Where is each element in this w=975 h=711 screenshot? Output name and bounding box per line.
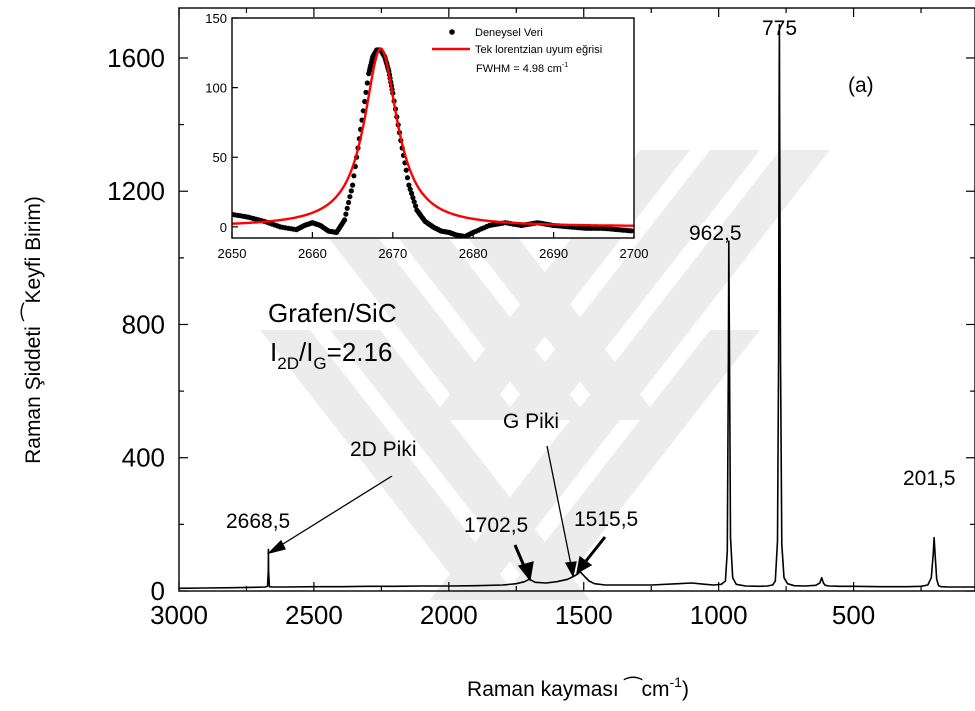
peak-label-201: 201,5: [903, 467, 956, 490]
inset-y-tick-label: 100: [205, 81, 227, 96]
arrow-1702-head: [517, 561, 534, 582]
inset-data-point: [342, 217, 348, 223]
x-tick-label: 1500: [555, 600, 613, 630]
inset-data-point: [404, 175, 411, 181]
x-axis-label: Raman kayması ⁀cm-1): [467, 674, 689, 701]
inset-data-point: [362, 98, 368, 105]
legend-marker-experimental: [449, 29, 455, 35]
inset-y-tick-label: 50: [213, 150, 227, 165]
arrow-2d-line: [274, 475, 393, 550]
inset-data-point: [407, 186, 413, 192]
inset-data-point: [410, 195, 416, 201]
panel-label: (a): [848, 74, 874, 97]
inset-data-point: [364, 80, 370, 86]
inset-x-tick-label: 2690: [539, 246, 568, 261]
inset-data-point: [348, 188, 354, 194]
y-tick-label: 1200: [107, 176, 165, 206]
inset-data-point: [344, 205, 350, 211]
x-tick-label: 2000: [420, 600, 478, 630]
annotation-2d-peak: 2D Piki: [350, 438, 417, 461]
peak-label-2668: 2668,5: [226, 510, 290, 533]
inset-x-tick-label: 2660: [298, 246, 327, 261]
y-tick-label: 800: [122, 309, 165, 339]
raman-spectrum-line: [179, 23, 975, 590]
inset-data-point: [351, 173, 357, 179]
inset-lorentzian-fit: [232, 47, 634, 227]
inset-data-point: [360, 108, 366, 114]
inset-data-point: [347, 194, 353, 200]
fwhm-label: FWHM = 4.98 cm-1: [476, 62, 568, 75]
inset-axis-ticks: 2650 2660 2670 2680 2690 2700 0 50 100 150: [205, 11, 648, 261]
peak-label-775: 775: [762, 17, 797, 40]
peak-label-962: 962,5: [689, 222, 742, 245]
annotation-arrows: [266, 445, 607, 582]
inset-x-tick-label: 2670: [378, 246, 407, 261]
inset-data-point: [409, 190, 415, 196]
arrow-g-line: [546, 445, 573, 571]
inset-data-point: [413, 203, 419, 209]
y-tick-label: 0: [151, 576, 165, 606]
arrow-2d-head: [266, 539, 286, 555]
inset-data-point: [403, 167, 409, 173]
inset-x-tick-label: 2650: [218, 246, 247, 261]
inset-y-tick-label: 150: [205, 11, 227, 26]
legend-label-experimental: Deneysel Veri: [475, 27, 543, 39]
inset-data-point: [343, 211, 349, 217]
inset-plot-frame: [231, 17, 635, 239]
legend-label-fit: Tek lorentzian uyum eğrisi: [475, 44, 602, 56]
ratio-label: I2D/IG=2.16: [270, 337, 392, 373]
inset-legend: Deneysel Veri Tek lorentzian uyum eğrisi…: [432, 27, 602, 75]
inset-x-tick-label: 2700: [620, 246, 649, 261]
peak-label-1515: 1515,5: [574, 508, 638, 531]
y-axis-label: Raman Şiddeti ⁀Keyfi Birim): [20, 196, 45, 464]
x-tick-label: 2500: [285, 600, 343, 630]
inset-data-point: [363, 89, 369, 95]
inset-spectrum: [232, 47, 634, 238]
y-tick-label: 1600: [107, 43, 165, 73]
arrow-g-head: [564, 561, 577, 578]
inset-data-point: [411, 199, 417, 205]
arrow-1515-head: [576, 555, 593, 575]
main-spectrum: [179, 23, 975, 590]
inset-data-point: [350, 182, 356, 188]
main-plot-frame: [178, 7, 975, 592]
inset-data-point: [346, 199, 352, 206]
inset-y-tick-label: 0: [220, 220, 227, 235]
inset-data-point: [628, 228, 634, 234]
peak-label-1702: 1702,5: [464, 514, 528, 537]
inset-x-tick-label: 2680: [459, 246, 488, 261]
inset-background: [232, 18, 634, 238]
x-tick-label: 1000: [690, 600, 748, 630]
y-tick-label: 400: [122, 443, 165, 473]
annotation-g-peak: G Piki: [503, 410, 559, 433]
x-tick-label: 3000: [150, 600, 208, 630]
x-tick-label: 500: [832, 600, 875, 630]
sample-label: Grafen/SiC: [268, 298, 397, 328]
inset-data-point: [406, 182, 412, 188]
